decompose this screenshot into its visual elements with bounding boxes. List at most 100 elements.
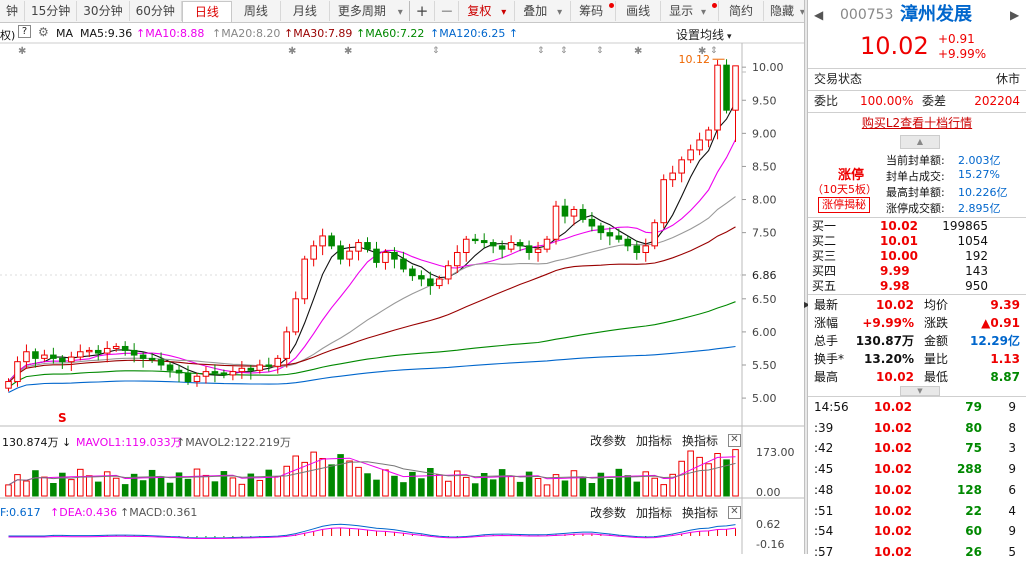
diejia-button[interactable]: 叠加 ▾	[515, 1, 572, 21]
tick-price: 10.02	[874, 400, 912, 414]
bid-label: 买二	[812, 234, 837, 248]
chart-canvas[interactable]: 10.00 9.50 9.00 8.50 8.00 7.50 6.86 6.50 6.00 5.5…	[0, 22, 806, 554]
candle-body	[337, 245, 344, 260]
stat-row: 总手 130.87万 金额 12.29亿	[808, 332, 1026, 351]
ma-settings-button[interactable]: 设置均线 ▾	[676, 26, 732, 43]
volume-bar	[436, 474, 443, 497]
volume-bar	[157, 476, 165, 497]
tick-count: 3	[1008, 441, 1016, 456]
zoom-in-button[interactable]: +	[410, 1, 436, 21]
macd-value: ↑MACD:0.361	[120, 506, 197, 519]
candle-body	[373, 248, 380, 263]
candle-body	[5, 381, 12, 389]
zoom-out-button[interactable]: —	[435, 1, 460, 21]
bid-row[interactable]: 买四 9.99 143	[808, 264, 1026, 279]
candle-body	[516, 242, 524, 247]
volume-bar	[507, 475, 515, 497]
divider	[808, 217, 1026, 218]
tab-30min[interactable]: 30分钟	[77, 1, 130, 21]
volume-bar	[669, 473, 676, 497]
tab-60min[interactable]: 60分钟	[130, 1, 182, 21]
yincang-button[interactable]: 隐藏 ▾	[764, 1, 811, 21]
bid-price: 10.01	[880, 234, 918, 248]
current-price: 10.02	[860, 32, 929, 60]
xianshi-label: 显示	[669, 4, 694, 18]
bid-row[interactable]: 买三 10.00 192	[808, 249, 1026, 264]
vol-switch-indicator-button[interactable]: 换指标	[682, 434, 719, 448]
volume-bar	[247, 473, 255, 497]
volume-bar	[642, 471, 650, 497]
candle-body	[41, 354, 48, 359]
macd-close-icon[interactable]: ✕	[728, 506, 741, 519]
candle-body	[14, 361, 21, 383]
candle-body	[202, 371, 210, 377]
dif-value: F:0.617	[0, 506, 41, 519]
candle-body	[570, 208, 578, 217]
tab-more-periods[interactable]: 更多周期 ▾	[330, 1, 410, 21]
vol-add-indicator-button[interactable]: 加指标	[636, 434, 673, 448]
candle-body	[391, 251, 398, 260]
tab-minute[interactable]: 钟	[0, 1, 26, 21]
limit-reveal-button[interactable]: 涨停揭秘	[818, 197, 870, 213]
candle-body	[319, 235, 326, 247]
macd-change-params-button[interactable]: 改参数	[590, 506, 627, 520]
volume-bar	[732, 449, 739, 497]
l2-link[interactable]: 购买L2查看十档行情	[808, 114, 1026, 133]
stat-value: 13.20%	[864, 352, 914, 366]
candle-body	[552, 205, 560, 240]
vol-close-icon[interactable]: ✕	[728, 434, 741, 447]
candle-body	[624, 238, 632, 247]
collapse-arrow-icon[interactable]: ▶	[804, 300, 810, 309]
bid-row[interactable]: 买一 10.02 199865	[808, 219, 1026, 234]
fuquan-button[interactable]: 复权 ▾	[459, 1, 516, 21]
volume-bar	[85, 475, 93, 497]
prev-stock-icon[interactable]: ◀	[814, 8, 824, 22]
next-stock-icon[interactable]: ▶	[1010, 8, 1020, 22]
bid-row[interactable]: 买五 9.98 950	[808, 279, 1026, 294]
l2-link-text[interactable]: 购买L2查看十档行情	[861, 116, 973, 130]
tab-15min[interactable]: 15分钟	[25, 1, 78, 21]
stat-row: 最高 10.02 最低 8.87	[808, 368, 1026, 387]
candle-body	[427, 278, 434, 287]
tab-daily[interactable]: 日线	[181, 0, 232, 22]
xianshi-button[interactable]: 显示 ▾	[661, 1, 720, 21]
collapse-down-icon[interactable]: ▼	[900, 386, 940, 396]
volume-bar	[68, 479, 75, 497]
bid-row[interactable]: 买二 10.01 1054	[808, 234, 1026, 249]
chouma-button[interactable]: 筹码	[571, 1, 617, 21]
tab-monthly[interactable]: 月线	[281, 1, 330, 21]
tick-price: 10.02	[874, 482, 912, 497]
collapse-up-icon[interactable]: ▲	[900, 135, 940, 149]
macd-add-indicator-button[interactable]: 加指标	[636, 506, 673, 520]
stat-label: 最高	[814, 370, 839, 384]
limit-days: （10天5板）	[812, 183, 877, 196]
ma20-line	[8, 196, 736, 383]
panel-splitter[interactable]: ▶	[804, 0, 810, 554]
candle-body	[112, 345, 120, 349]
seal-label: 最高封单额:	[886, 186, 945, 199]
weibi-label: 委比	[814, 94, 839, 108]
help-icon[interactable]: ?	[18, 25, 31, 38]
macd-text: MACD:0.361	[129, 506, 198, 519]
price-block: 10.02 +0.91 +9.99%	[808, 30, 1026, 66]
jianyue-button[interactable]: 简约	[719, 1, 765, 21]
stat-value: +9.99%	[862, 316, 914, 330]
tick-row: :51 10.02 22 4	[808, 502, 1026, 521]
volume-bar	[579, 476, 587, 497]
dea-text: DEA:0.436	[59, 506, 118, 519]
price-change: +0.91	[938, 32, 975, 46]
stat-row: 涨幅 +9.99% 涨跌 ▲0.91	[808, 314, 1026, 333]
gear-icon[interactable]: ⚙	[38, 25, 49, 39]
macd-switch-indicator-button[interactable]: 换指标	[682, 506, 719, 520]
candle-body	[436, 278, 443, 287]
vol-change-params-button[interactable]: 改参数	[590, 434, 627, 448]
volume-bar	[238, 483, 246, 497]
candle-body	[301, 258, 308, 300]
candle-body	[157, 359, 165, 366]
kline-chart[interactable]: 10.00 9.50 9.00 8.50 8.00 7.50 6.86 6.50 6.00 5.5…	[0, 22, 806, 554]
tab-weekly[interactable]: 周线	[232, 1, 281, 21]
fuquan-label: 复权	[467, 4, 492, 18]
candle-body	[498, 245, 506, 250]
ma10-value: ↑MA10:8.88	[136, 27, 204, 40]
huaxian-button[interactable]: 画线	[616, 1, 662, 21]
